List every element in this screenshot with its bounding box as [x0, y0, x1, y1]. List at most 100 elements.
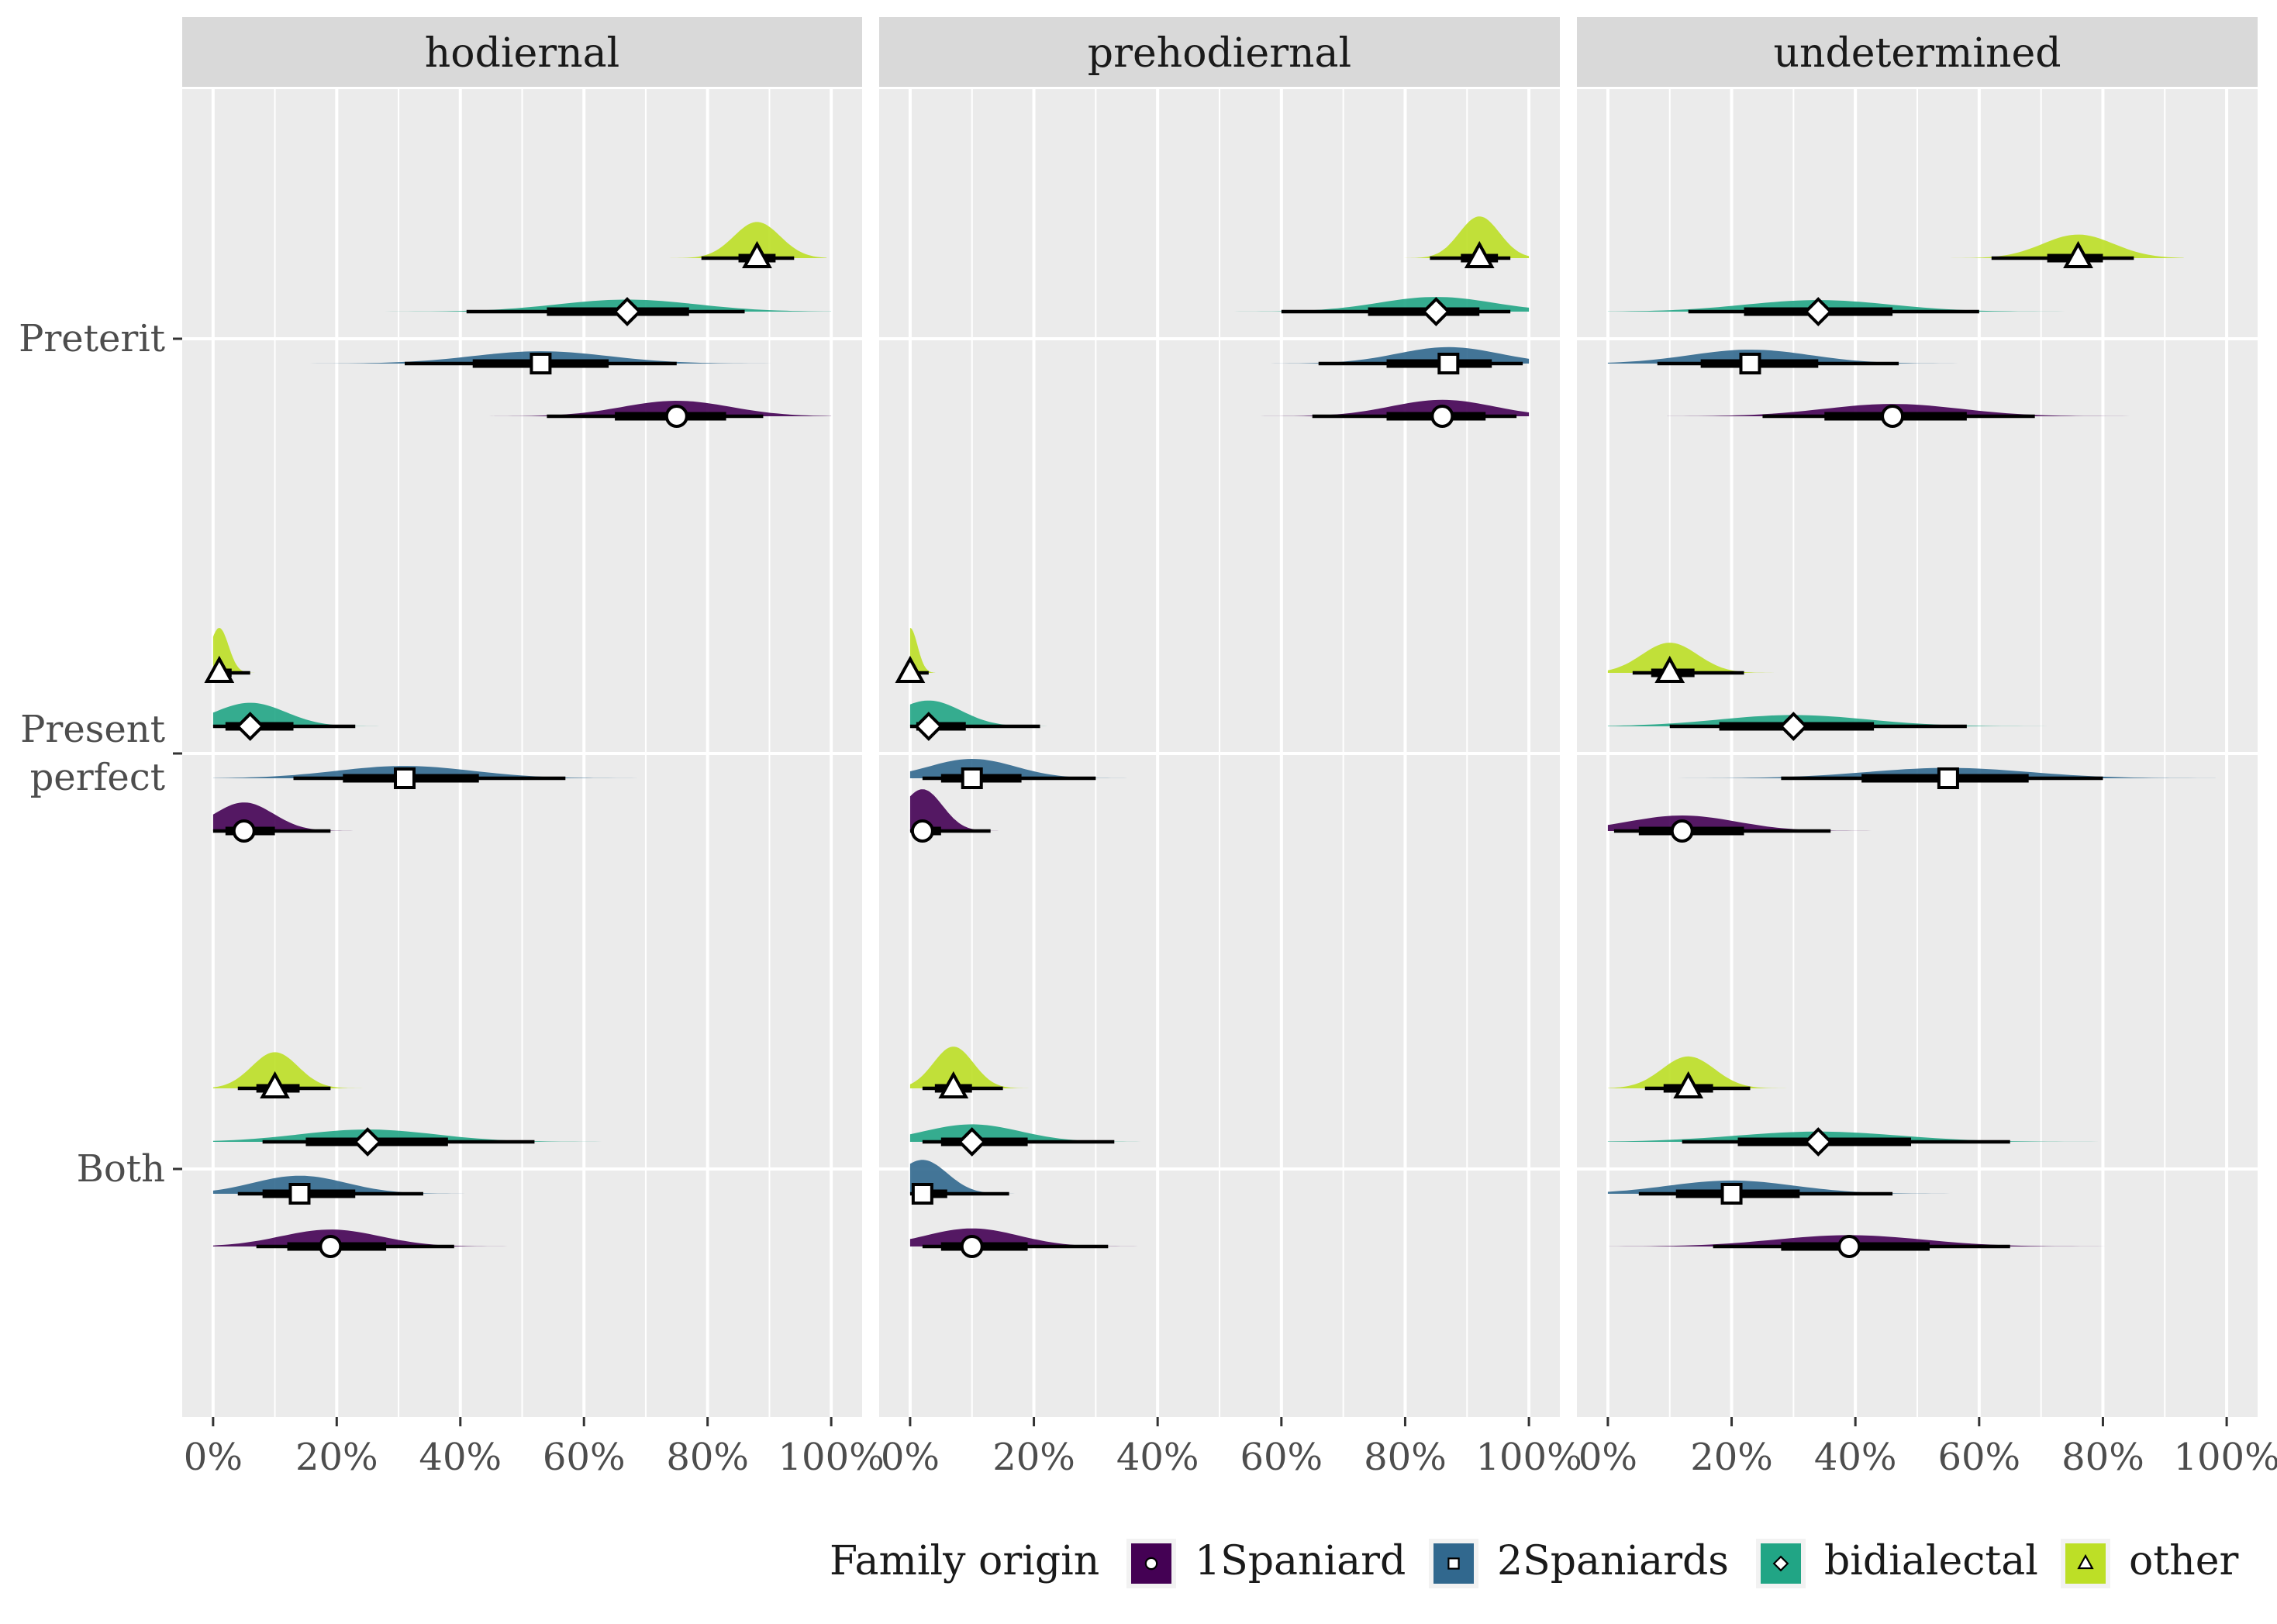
density-slab [1402, 216, 1530, 258]
series-1Spaniard [1667, 404, 2130, 428]
point-diamond [957, 1127, 987, 1157]
density-slab [909, 1160, 1044, 1194]
series-2Spaniards [1607, 350, 1983, 374]
point-circle [232, 819, 256, 843]
x-tick-label: 40% [419, 1436, 502, 1479]
legend-label: bidialectal [1824, 1538, 2038, 1584]
point-triangle [204, 655, 235, 683]
y-tick-label: Preterit [19, 317, 165, 360]
point-triangle [1673, 1071, 1704, 1098]
point-diamond [235, 712, 265, 741]
point-square [1937, 767, 1959, 789]
facet-strip [1577, 17, 2258, 87]
series-2Spaniards [309, 351, 772, 374]
series-1Spaniard [212, 1229, 524, 1258]
point-square [530, 353, 552, 374]
point-circle [960, 1235, 984, 1258]
series-1Spaniard [1607, 815, 1906, 843]
series-other [1941, 234, 2184, 268]
x-tick-label: 100% [778, 1436, 885, 1479]
legend-title: Family origin [830, 1538, 1099, 1584]
legend-label: other [2129, 1538, 2238, 1584]
facet-strip [182, 17, 862, 87]
series-1Spaniard [1609, 1235, 2114, 1258]
point-square [1739, 353, 1761, 374]
series-2Spaniards [1607, 1180, 1982, 1205]
x-tick-label: 20% [992, 1436, 1075, 1479]
density-slab [668, 222, 827, 258]
series-bidialectal [1201, 297, 1530, 326]
series-1Spaniard [909, 789, 1019, 843]
legend-entry-1Spaniard: 1Spaniard [1126, 1538, 1406, 1588]
series-2Spaniards [1247, 347, 1530, 374]
x-tick-label: 60% [1240, 1436, 1323, 1479]
series-other [909, 1046, 1031, 1098]
point-diamond [612, 297, 642, 326]
series-other [1607, 643, 1783, 683]
point-diamond [353, 1127, 383, 1157]
density-slab [1607, 1131, 2125, 1142]
density-slab [212, 702, 405, 726]
density-slab [212, 628, 264, 673]
point-circle [1670, 819, 1694, 843]
series-bidialectal [212, 1127, 630, 1157]
series-2Spaniards [212, 766, 661, 789]
x-tick-label: 100% [2173, 1436, 2277, 1479]
facet-strip [879, 17, 1560, 87]
x-tick-label: 100% [1475, 1436, 1582, 1479]
y-tick-label: Present perfect [20, 708, 165, 799]
series-other [1402, 216, 1530, 268]
density-slab [1609, 1235, 2114, 1246]
series-2Spaniards [212, 1175, 488, 1205]
point-square [911, 1183, 933, 1205]
density-slab [1607, 300, 2082, 312]
y-tick-label: Both [77, 1147, 165, 1191]
density-slab [1608, 1056, 1787, 1088]
series-other [1608, 1056, 1787, 1098]
series-1Spaniard [212, 802, 372, 843]
series-other [212, 1052, 364, 1098]
point-triangle [2063, 240, 2093, 268]
legend-label: 1Spaniard [1195, 1538, 1406, 1584]
density-slab [212, 1052, 364, 1088]
point-triangle [260, 1071, 290, 1098]
x-tick-label: 40% [1814, 1436, 1897, 1479]
x-tick-label: 40% [1116, 1436, 1199, 1479]
legend: Family origin 1Spaniard 2Spaniards bidialec… [830, 1538, 2238, 1588]
legend-entry-2Spaniards: 2Spaniards [1429, 1538, 1729, 1588]
series-2Spaniards [1668, 767, 2216, 789]
series-1Spaniard [471, 401, 832, 428]
x-tick-label: 0% [1578, 1436, 1637, 1479]
series-bidialectal [369, 297, 832, 326]
point-triangle [895, 655, 926, 683]
series-bidialectal [1607, 297, 2082, 326]
series-other [204, 628, 264, 683]
series-1Spaniard [1240, 399, 1530, 428]
density-slab [909, 628, 936, 673]
facet-strip-label: hodiernal [425, 30, 619, 77]
series-2Spaniards [909, 1160, 1044, 1205]
point-diamond [1803, 297, 1834, 326]
x-tick-label: 60% [543, 1436, 626, 1479]
density-slab [909, 1046, 1031, 1088]
point-circle [910, 819, 934, 843]
series-bidialectal [909, 700, 1086, 741]
point-square [288, 1183, 311, 1205]
series-bidialectal [1607, 712, 2071, 741]
density-slab [369, 299, 832, 312]
point-triangle [742, 240, 772, 268]
point-diamond [914, 712, 944, 741]
point-circle [1430, 405, 1454, 428]
facet-strip-label: prehodiernal [1088, 30, 1351, 77]
x-tick-label: 80% [666, 1436, 749, 1479]
legend-key-triangle [2077, 1553, 2094, 1570]
x-tick-label: 0% [881, 1436, 940, 1479]
x-tick-label: 80% [1364, 1436, 1447, 1479]
point-circle [319, 1235, 343, 1258]
series-1Spaniard [909, 1228, 1174, 1258]
point-triangle [938, 1071, 969, 1098]
series-bidialectal [1607, 1127, 2125, 1157]
x-tick-label: 20% [295, 1436, 378, 1479]
x-tick-label: 0% [184, 1436, 243, 1479]
